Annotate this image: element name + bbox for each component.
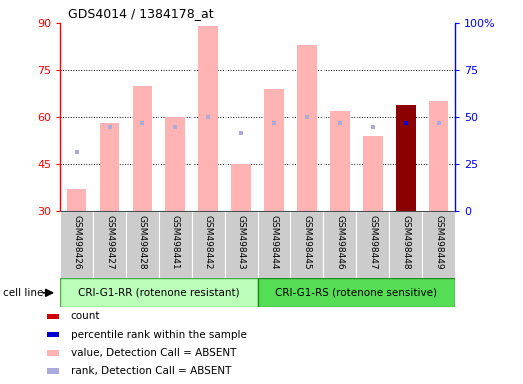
Text: GSM498448: GSM498448 [401, 215, 410, 269]
Text: percentile rank within the sample: percentile rank within the sample [71, 329, 246, 339]
Bar [100, 123, 119, 211]
Text: GSM498427: GSM498427 [105, 215, 114, 269]
Text: GSM498443: GSM498443 [236, 215, 246, 269]
Text: GSM498442: GSM498442 [204, 215, 213, 269]
Text: GSM498426: GSM498426 [72, 215, 81, 269]
Text: GSM498444: GSM498444 [269, 215, 279, 269]
Bar [47, 332, 59, 337]
Bar [264, 89, 284, 211]
Bar [257, 278, 455, 307]
Bar [330, 111, 350, 211]
Bar [132, 86, 152, 211]
Text: GDS4014 / 1384178_at: GDS4014 / 1384178_at [68, 7, 214, 20]
Bar [60, 211, 93, 278]
Bar [67, 189, 86, 211]
Bar [231, 164, 251, 211]
Text: GSM498428: GSM498428 [138, 215, 147, 269]
Text: rank, Detection Call = ABSENT: rank, Detection Call = ABSENT [71, 366, 231, 376]
Bar [159, 211, 192, 278]
Bar [93, 211, 126, 278]
Text: GSM498445: GSM498445 [302, 215, 311, 269]
Bar [363, 136, 383, 211]
Bar [297, 45, 317, 211]
Bar [47, 368, 59, 374]
Bar [225, 211, 257, 278]
Bar [198, 26, 218, 211]
Bar [323, 211, 356, 278]
Text: GSM498449: GSM498449 [434, 215, 443, 269]
Bar [422, 211, 455, 278]
Text: value, Detection Call = ABSENT: value, Detection Call = ABSENT [71, 348, 236, 358]
Text: CRI-G1-RS (rotenone sensitive): CRI-G1-RS (rotenone sensitive) [275, 288, 437, 298]
Bar [429, 101, 448, 211]
Bar [192, 211, 225, 278]
Bar [126, 211, 159, 278]
Text: GSM498446: GSM498446 [335, 215, 344, 269]
Bar [389, 211, 422, 278]
Bar [165, 117, 185, 211]
Bar [396, 104, 415, 211]
Bar [47, 350, 59, 356]
Text: CRI-G1-RR (rotenone resistant): CRI-G1-RR (rotenone resistant) [78, 288, 240, 298]
Text: GSM498447: GSM498447 [368, 215, 377, 269]
Bar [356, 211, 389, 278]
Bar [47, 314, 59, 319]
Bar [257, 211, 290, 278]
Text: cell line: cell line [3, 288, 43, 298]
Bar [60, 278, 257, 307]
Bar [290, 211, 323, 278]
Text: GSM498441: GSM498441 [171, 215, 180, 269]
Text: count: count [71, 311, 100, 321]
